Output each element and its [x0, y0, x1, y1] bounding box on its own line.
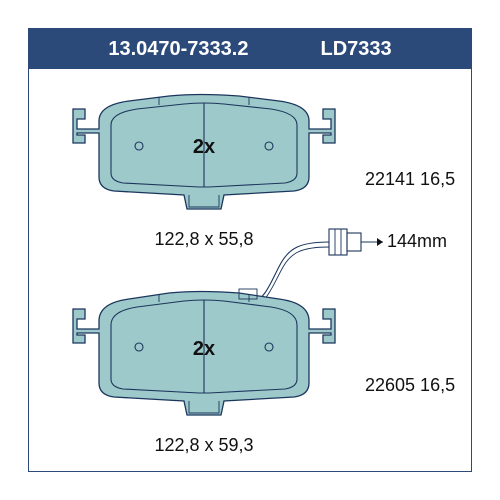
diagram-svg: 2x 122,8 x 55,8 22141 16,5 144mm 2x 122,…: [29, 69, 471, 471]
part-number: 13.0470-7333.2: [108, 38, 248, 61]
pad-bottom-qty: 2x: [193, 338, 215, 360]
sensor-length: 144mm: [387, 231, 447, 251]
wear-sensor: [251, 229, 383, 309]
pad-top-dimensions: 122,8 x 55,8: [154, 229, 253, 249]
pad-bottom-ref: 22605 16,5: [365, 375, 455, 395]
diagram-area: 2x 122,8 x 55,8 22141 16,5 144mm 2x 122,…: [29, 69, 471, 471]
brake-pad-bottom: 2x: [73, 289, 335, 415]
pad-top-ref: 22141 16,5: [365, 169, 455, 189]
pad-bottom-dimensions: 122,8 x 59,3: [154, 435, 253, 455]
header-bar: 13.0470-7333.2 LD7333: [29, 29, 471, 69]
product-code: LD7333: [320, 38, 391, 61]
brake-pad-top: 2x: [73, 95, 335, 210]
pad-top-qty: 2x: [193, 136, 215, 158]
